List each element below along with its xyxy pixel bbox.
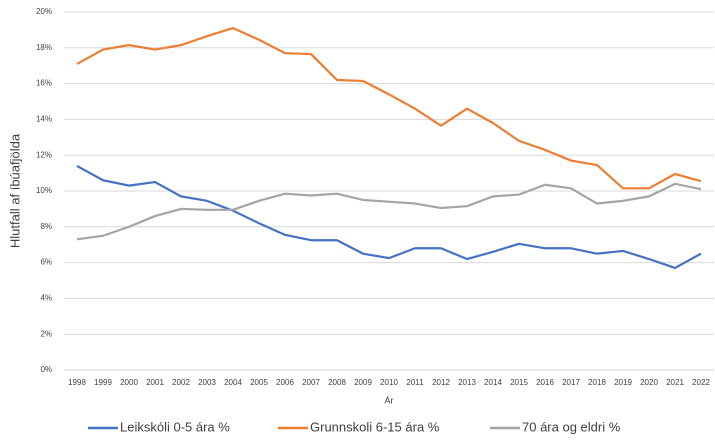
- y-axis-title: Hlutfall af íbúafjölda: [7, 133, 22, 248]
- x-tick-label: 1998: [68, 378, 86, 387]
- x-tick-label: 2020: [640, 378, 658, 387]
- x-tick-label: 2007: [302, 378, 320, 387]
- x-tick-label: 2009: [354, 378, 372, 387]
- x-tick-label: 2001: [146, 378, 164, 387]
- x-tick-label: 2010: [380, 378, 398, 387]
- x-tick-label: 2021: [666, 378, 684, 387]
- x-tick-label: 2011: [406, 378, 424, 387]
- series-line: [76, 27, 702, 190]
- y-tick-label: 16%: [36, 79, 52, 88]
- x-tick-label: 2014: [484, 378, 502, 387]
- x-tick-label: 2008: [328, 378, 346, 387]
- y-tick-label: 14%: [36, 115, 52, 124]
- legend-label: Grunnskoli 6-15 ára %: [310, 419, 440, 434]
- series-line: [76, 164, 702, 270]
- x-tick-label: 2016: [536, 378, 554, 387]
- y-tick-label: 8%: [40, 222, 52, 231]
- y-tick-label: 12%: [36, 150, 52, 159]
- legend-label: Leikskóli 0-5 ára %: [120, 419, 230, 434]
- x-tick-label: 1999: [94, 378, 112, 387]
- x-tick-label: 2002: [172, 378, 190, 387]
- y-tick-label: 4%: [40, 294, 52, 303]
- x-tick-label: 2015: [510, 378, 528, 387]
- x-axis-title: Ár: [385, 395, 394, 405]
- y-tick-label: 18%: [36, 43, 52, 52]
- x-tick-label: 2004: [224, 378, 242, 387]
- y-tick-label: 0%: [40, 365, 52, 374]
- y-tick-label: 20%: [36, 7, 52, 16]
- x-tick-label: 2003: [198, 378, 216, 387]
- x-tick-label: 2022: [692, 378, 710, 387]
- x-tick-label: 2006: [276, 378, 294, 387]
- series-line: [76, 182, 702, 241]
- x-tick-label: 2005: [250, 378, 268, 387]
- x-tick-label: 2019: [614, 378, 632, 387]
- x-tick-label: 2013: [458, 378, 476, 387]
- y-tick-label: 10%: [36, 186, 52, 195]
- x-tick-label: 2000: [120, 378, 138, 387]
- x-tick-label: 2017: [562, 378, 580, 387]
- legend-label: 70 ára og eldri %: [522, 419, 621, 434]
- x-tick-label: 2018: [588, 378, 606, 387]
- y-tick-label: 2%: [40, 329, 52, 338]
- x-tick-label: 2012: [432, 378, 450, 387]
- y-tick-label: 6%: [40, 258, 52, 267]
